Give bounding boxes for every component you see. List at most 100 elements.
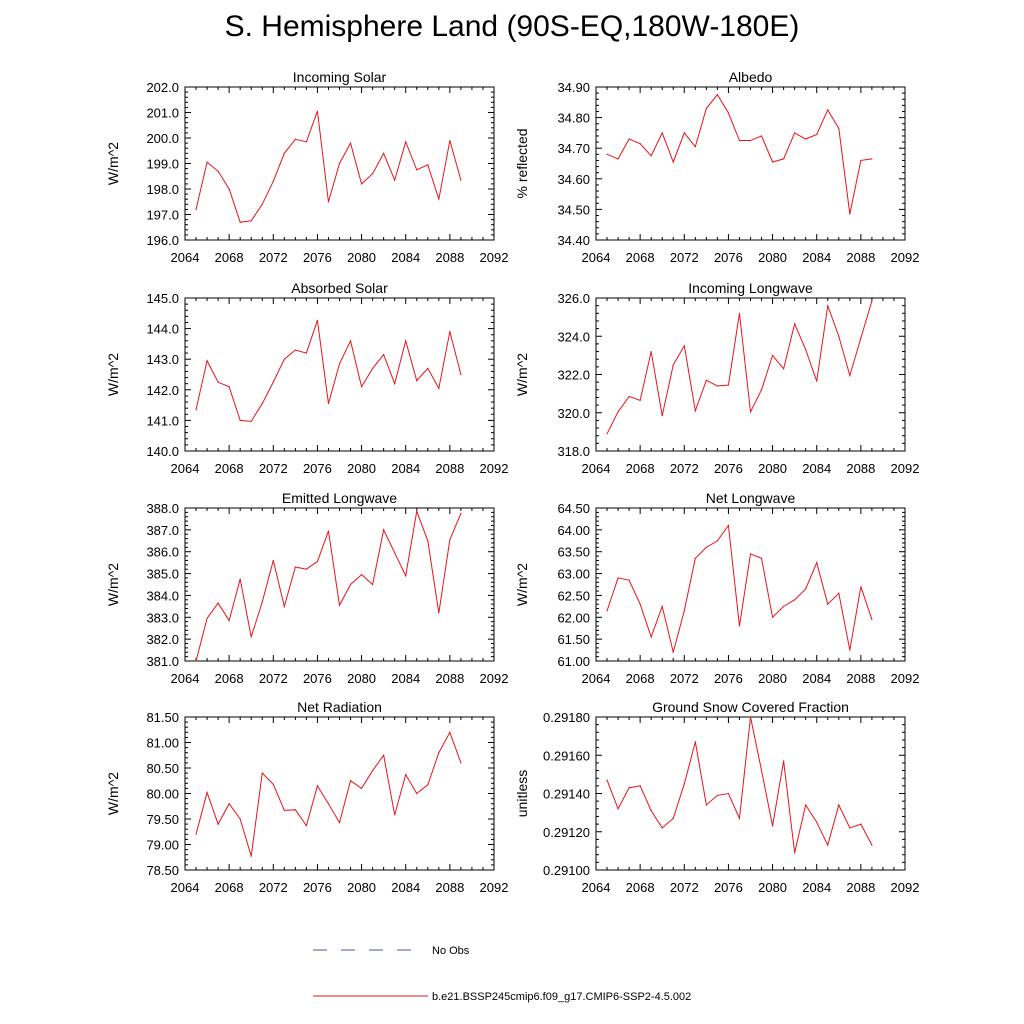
- data-point: [217, 381, 219, 383]
- panel-title: Net Longwave: [706, 490, 796, 506]
- data-point: [827, 305, 829, 307]
- y-tick-label: 63.00: [557, 567, 590, 582]
- data-point: [250, 420, 252, 422]
- x-tick-label: 2088: [846, 880, 875, 895]
- y-tick-label: 322.0: [557, 368, 590, 383]
- x-tick-label: 2068: [626, 671, 655, 686]
- data-point: [617, 808, 619, 810]
- x-tick-label: 2072: [259, 671, 288, 686]
- data-point: [716, 540, 718, 542]
- data-point: [228, 619, 230, 622]
- data-point: [661, 827, 663, 829]
- data-point: [860, 823, 862, 825]
- y-tick-label: 386.0: [146, 545, 179, 560]
- legend-obs-label: No Obs: [432, 945, 470, 957]
- data-point: [628, 138, 630, 140]
- x-tick-label: 2084: [802, 671, 831, 686]
- data-point: [283, 152, 285, 154]
- data-point: [195, 660, 197, 662]
- data-point: [394, 383, 396, 385]
- data-point: [449, 539, 451, 541]
- data-point: [294, 349, 296, 351]
- data-point: [606, 779, 608, 781]
- data-point: [794, 323, 796, 325]
- data-point: [727, 524, 730, 527]
- data-point: [827, 844, 829, 846]
- data-point: [849, 649, 851, 651]
- y-tick-label: 141.0: [146, 413, 179, 428]
- data-point: [639, 603, 641, 605]
- x-tick-label: 2076: [303, 880, 332, 895]
- data-point: [294, 566, 296, 568]
- data-point: [250, 220, 252, 222]
- plot-frame: [595, 86, 906, 241]
- data-point: [438, 612, 440, 614]
- data-point: [305, 352, 307, 354]
- y-tick-label: 140.0: [146, 444, 179, 459]
- data-point: [794, 132, 796, 134]
- data-point: [860, 586, 862, 588]
- data-point: [860, 337, 862, 339]
- data-point: [771, 825, 774, 827]
- y-tick-label: 320.0: [557, 406, 590, 421]
- y-tick-label: 80.50: [146, 761, 179, 776]
- data-point: [272, 783, 274, 785]
- data-point: [416, 380, 418, 382]
- y-tick-label: 34.80: [557, 111, 590, 126]
- data-point: [727, 792, 730, 795]
- y-axis-label: W/m^2: [105, 563, 121, 606]
- data-point: [849, 213, 851, 215]
- data-point: [228, 803, 230, 805]
- data-point: [383, 354, 385, 356]
- data-point: [394, 552, 396, 554]
- data-point: [606, 153, 608, 155]
- data-point: [783, 605, 785, 607]
- x-tick-label: 2084: [802, 880, 831, 895]
- data-point: [871, 158, 873, 160]
- data-point: [794, 852, 796, 854]
- y-tick-label: 79.00: [146, 838, 179, 853]
- x-tick-label: 2064: [582, 880, 611, 895]
- y-tick-label: 196.0: [146, 233, 179, 248]
- y-tick-label: 62.50: [557, 588, 590, 603]
- data-point: [838, 335, 840, 337]
- y-tick-label: 0.29100: [543, 863, 590, 878]
- x-tick-label: 2076: [303, 250, 332, 265]
- data-point: [838, 804, 840, 806]
- x-tick-label: 2088: [846, 250, 875, 265]
- y-tick-label: 382.0: [146, 632, 179, 647]
- data-point: [738, 139, 741, 142]
- data-point: [195, 208, 197, 210]
- y-tick-label: 63.50: [557, 545, 590, 560]
- data-point: [272, 381, 274, 383]
- data-point: [871, 618, 873, 621]
- data-point: [416, 169, 418, 171]
- y-axis-label: % reflected: [514, 128, 530, 198]
- data-point: [228, 386, 230, 388]
- data-point: [771, 161, 774, 163]
- data-point: [360, 183, 363, 185]
- x-tick-label: 2088: [435, 461, 464, 476]
- data-point: [383, 529, 385, 531]
- data-point: [394, 814, 396, 816]
- x-tick-label: 2068: [626, 250, 655, 265]
- data-point: [416, 510, 418, 512]
- y-tick-label: 62.00: [557, 610, 590, 625]
- data-point: [650, 636, 652, 638]
- data-point: [749, 411, 752, 413]
- data-point: [827, 109, 829, 111]
- data-point: [771, 616, 774, 618]
- x-tick-label: 2080: [347, 461, 376, 476]
- x-tick-label: 2072: [259, 250, 288, 265]
- panel-title: Incoming Solar: [293, 69, 387, 85]
- y-tick-label: 64.00: [557, 523, 590, 538]
- data-point: [639, 785, 641, 787]
- y-tick-label: 34.90: [557, 80, 590, 95]
- data-point: [628, 579, 630, 581]
- data-point: [405, 774, 407, 776]
- x-tick-label: 2076: [714, 671, 743, 686]
- panel-title: Ground Snow Covered Fraction: [652, 699, 849, 715]
- y-tick-label: 78.50: [146, 863, 179, 878]
- data-point: [617, 577, 619, 579]
- panel-title: Net Radiation: [297, 699, 382, 715]
